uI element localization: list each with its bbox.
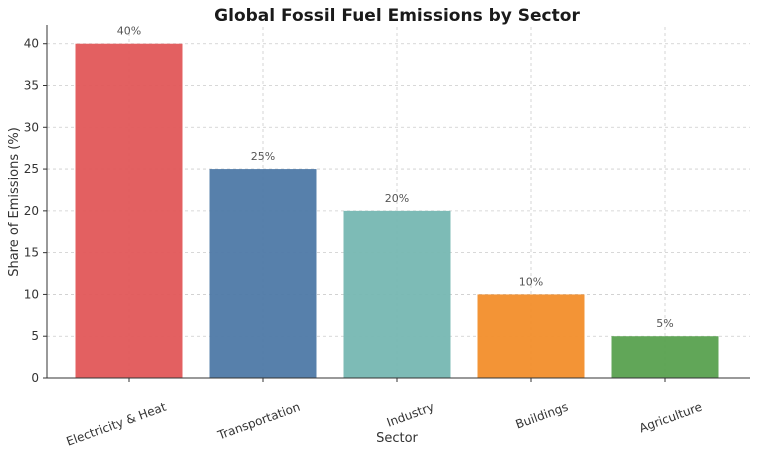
bar-agriculture — [611, 336, 719, 378]
y-tick-label: 10 — [24, 287, 39, 301]
x-axis-label: Sector — [376, 431, 418, 446]
bar-buildings — [477, 294, 585, 378]
chart-title: Global Fossil Fuel Emissions by Sector — [214, 6, 580, 26]
y-axis-label: Share of Emissions (%) — [7, 127, 22, 277]
y-tick-label: 0 — [31, 371, 39, 385]
y-tick-label: 40 — [24, 37, 39, 51]
y-tick-label: 15 — [24, 246, 39, 260]
y-tick-label: 5 — [31, 329, 39, 343]
y-tick-label: 30 — [24, 120, 39, 134]
data-labels: 40% 25% 20% 10% 5% — [117, 25, 674, 331]
data-label: 25% — [251, 150, 275, 163]
data-label: 5% — [656, 317, 673, 330]
x-tick-label: Electricity & Heat — [65, 400, 169, 449]
x-tick-label: Buildings — [514, 400, 570, 432]
y-tick-label: 35 — [24, 79, 39, 93]
data-label: 40% — [117, 25, 141, 38]
bar-transportation — [209, 169, 317, 378]
x-tick-label: Transportation — [215, 400, 302, 443]
axes — [46, 25, 750, 379]
x-tick-label: Industry — [385, 400, 436, 430]
bars — [75, 43, 719, 378]
bar-electricity-heat — [75, 43, 183, 378]
y-tick-label: 20 — [24, 204, 39, 218]
y-axis-ticks: 0 5 10 15 20 25 30 35 40 — [24, 37, 47, 385]
x-tick-label: Agriculture — [637, 400, 704, 436]
data-label: 10% — [519, 275, 543, 288]
data-label: 20% — [385, 192, 409, 205]
y-tick-label: 25 — [24, 162, 39, 176]
bar-industry — [343, 210, 451, 378]
